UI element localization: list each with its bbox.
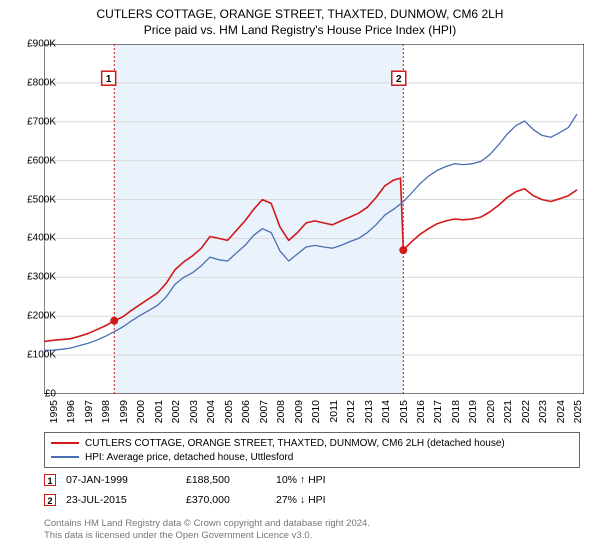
x-axis-tick-label: 1995 — [48, 400, 60, 423]
legend-swatch-hpi — [51, 456, 79, 458]
x-axis-tick-label: 2002 — [170, 400, 182, 423]
transaction-date: 23-JUL-2015 — [66, 494, 186, 506]
table-row: 1 07-JAN-1999 £188,500 10% ↑ HPI — [44, 470, 356, 490]
x-axis-tick-label: 2015 — [398, 400, 410, 423]
y-axis-tick-label: £100K — [16, 350, 56, 361]
footnote-line2: This data is licensed under the Open Gov… — [44, 530, 370, 542]
x-axis-tick-label: 2014 — [380, 400, 392, 423]
y-axis-tick-label: £600K — [16, 155, 56, 166]
y-axis-tick-label: £700K — [16, 116, 56, 127]
transaction-date: 07-JAN-1999 — [66, 474, 186, 486]
y-axis-tick-label: £800K — [16, 77, 56, 88]
x-axis-tick-label: 2024 — [555, 400, 567, 423]
x-axis-tick-label: 1996 — [65, 400, 77, 423]
legend-item-hpi: HPI: Average price, detached house, Uttl… — [51, 450, 573, 464]
table-row: 2 23-JUL-2015 £370,000 27% ↓ HPI — [44, 490, 356, 510]
x-axis-tick-label: 2023 — [537, 400, 549, 423]
x-axis-tick-label: 2001 — [153, 400, 165, 423]
y-axis-tick-label: £0 — [16, 389, 56, 400]
chart-title-line1: CUTLERS COTTAGE, ORANGE STREET, THAXTED,… — [0, 6, 600, 22]
y-axis-tick-label: £900K — [16, 39, 56, 50]
x-axis-tick-label: 2022 — [520, 400, 532, 423]
y-axis-tick-label: £300K — [16, 272, 56, 283]
x-axis-tick-label: 2021 — [502, 400, 514, 423]
x-axis-tick-label: 2016 — [415, 400, 427, 423]
x-axis-tick-label: 2005 — [223, 400, 235, 423]
x-axis-tick-label: 1997 — [83, 400, 95, 423]
transaction-price: £370,000 — [186, 494, 276, 506]
x-axis-tick-label: 2019 — [467, 400, 479, 423]
marker-badge-1: 1 — [44, 474, 56, 486]
x-axis-tick-label: 2009 — [293, 400, 305, 423]
x-axis-tick-label: 2003 — [188, 400, 200, 423]
x-axis-tick-label: 2006 — [240, 400, 252, 423]
svg-text:1: 1 — [106, 74, 112, 85]
transaction-pct: 27% ↓ HPI — [276, 494, 356, 506]
chart-title-line2: Price paid vs. HM Land Registry's House … — [0, 22, 600, 38]
footnote-line1: Contains HM Land Registry data © Crown c… — [44, 518, 370, 530]
x-axis-tick-label: 2018 — [450, 400, 462, 423]
transaction-table: 1 07-JAN-1999 £188,500 10% ↑ HPI 2 23-JU… — [44, 470, 356, 510]
x-axis-tick-label: 2020 — [485, 400, 497, 423]
x-axis-tick-label: 2013 — [363, 400, 375, 423]
x-axis-tick-label: 2017 — [432, 400, 444, 423]
x-axis-tick-label: 2011 — [328, 400, 340, 423]
y-axis-tick-label: £200K — [16, 311, 56, 322]
y-axis-tick-label: £500K — [16, 194, 56, 205]
y-axis-tick-label: £400K — [16, 233, 56, 244]
chart-plot-area: 12 — [44, 44, 584, 394]
footnote: Contains HM Land Registry data © Crown c… — [44, 518, 370, 543]
x-axis-tick-label: 1999 — [118, 400, 130, 423]
legend-label-hpi: HPI: Average price, detached house, Uttl… — [85, 452, 293, 463]
x-axis-tick-label: 2007 — [258, 400, 270, 423]
transaction-pct: 10% ↑ HPI — [276, 474, 356, 486]
marker-badge-2: 2 — [44, 494, 56, 506]
x-axis-tick-label: 2025 — [572, 400, 584, 423]
x-axis-tick-label: 2008 — [275, 400, 287, 423]
transaction-price: £188,500 — [186, 474, 276, 486]
svg-text:2: 2 — [396, 74, 402, 85]
x-axis-tick-label: 2012 — [345, 400, 357, 423]
x-axis-tick-label: 1998 — [100, 400, 112, 423]
x-axis-tick-label: 2000 — [135, 400, 147, 423]
line-chart-svg: 12 — [44, 44, 584, 394]
x-axis-tick-label: 2010 — [310, 400, 322, 423]
legend-swatch-property — [51, 442, 79, 444]
legend-box: CUTLERS COTTAGE, ORANGE STREET, THAXTED,… — [44, 432, 580, 468]
legend-label-property: CUTLERS COTTAGE, ORANGE STREET, THAXTED,… — [85, 438, 505, 449]
legend-item-property: CUTLERS COTTAGE, ORANGE STREET, THAXTED,… — [51, 436, 573, 450]
x-axis-tick-label: 2004 — [205, 400, 217, 423]
